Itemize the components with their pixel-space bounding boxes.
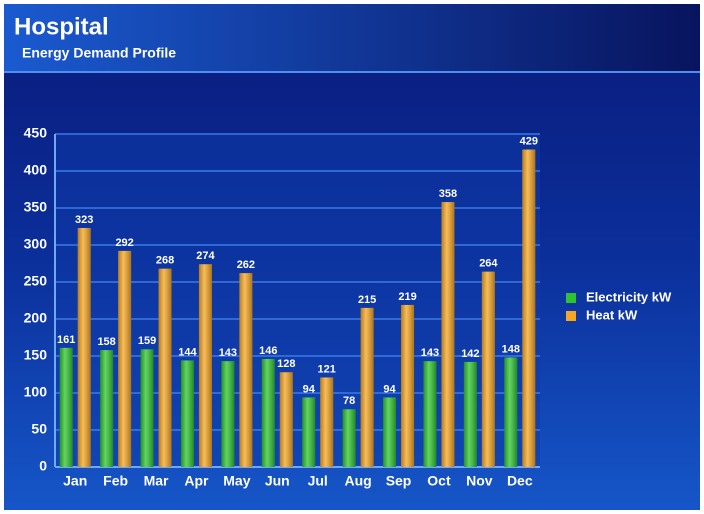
y-tick-label: 0 — [39, 458, 47, 474]
bar-shine — [279, 372, 293, 467]
bar-shine — [158, 268, 172, 467]
x-tick-label: Jan — [63, 473, 87, 489]
value-label: 219 — [398, 291, 416, 303]
x-tick-label: Feb — [103, 473, 128, 489]
bar-shine — [522, 149, 536, 468]
value-label: 94 — [303, 383, 316, 395]
value-label: 159 — [138, 335, 156, 347]
y-tick-label: 350 — [24, 199, 48, 215]
value-label: 121 — [318, 363, 336, 375]
bar-shine — [463, 361, 477, 467]
value-label: 292 — [115, 237, 133, 249]
bar-shine — [180, 360, 194, 467]
value-label: 161 — [57, 334, 75, 346]
x-tick-label: Aug — [345, 473, 372, 489]
value-label: 148 — [502, 343, 520, 355]
bar-shine — [118, 250, 132, 467]
x-tick-label: Apr — [184, 473, 209, 489]
chart-subtitle: Energy Demand Profile — [22, 45, 176, 61]
y-tick-label: 150 — [24, 347, 48, 363]
bar-shine — [59, 347, 73, 467]
x-tick-label: Jun — [265, 473, 290, 489]
legend-swatch — [566, 311, 576, 321]
value-label: 323 — [75, 214, 93, 226]
bar-shine — [423, 361, 437, 467]
y-tick-label: 250 — [24, 273, 48, 289]
value-label: 215 — [358, 294, 376, 306]
header — [4, 4, 700, 72]
value-label: 128 — [277, 358, 295, 370]
bar-shine — [140, 349, 154, 467]
value-label: 358 — [439, 188, 457, 200]
value-label: 158 — [97, 336, 115, 348]
value-label: 429 — [520, 135, 538, 147]
value-label: 143 — [219, 347, 237, 359]
y-tick-label: 400 — [24, 162, 48, 178]
legend-label: Electricity kW — [586, 289, 672, 304]
value-label: 142 — [461, 348, 479, 360]
bar-shine — [302, 397, 316, 467]
bar-shine — [441, 202, 455, 467]
legend-swatch — [566, 293, 576, 303]
value-label: 146 — [259, 345, 277, 357]
x-tick-label: Nov — [466, 473, 493, 489]
value-label: 94 — [383, 383, 396, 395]
legend-label: Heat kW — [586, 307, 638, 322]
bar-shine — [360, 307, 374, 467]
bar-shine — [261, 358, 275, 467]
y-tick-label: 100 — [24, 384, 48, 400]
bar-shine — [504, 357, 518, 467]
value-label: 144 — [178, 346, 197, 358]
bar-shine — [383, 397, 397, 467]
bar-shine — [221, 361, 235, 467]
plot-area — [55, 134, 540, 467]
x-tick-label: Dec — [507, 473, 533, 489]
bar-shine — [77, 227, 91, 467]
x-tick-label: May — [223, 473, 250, 489]
x-tick-label: Oct — [427, 473, 451, 489]
bar-shine — [239, 273, 253, 467]
bar-shine — [320, 377, 334, 467]
bar-shine — [198, 264, 212, 467]
value-label: 143 — [421, 347, 439, 359]
bar-shine — [100, 350, 114, 467]
y-tick-label: 50 — [31, 421, 47, 437]
value-label: 264 — [479, 258, 498, 270]
value-label: 262 — [237, 259, 255, 271]
value-label: 268 — [156, 255, 174, 267]
x-tick-label: Sep — [386, 473, 412, 489]
value-label: 78 — [343, 395, 355, 407]
y-tick-label: 300 — [24, 236, 48, 252]
bar-shine — [342, 409, 356, 467]
y-tick-label: 200 — [24, 310, 48, 326]
y-tick-label: 450 — [24, 125, 48, 141]
x-tick-label: Jul — [308, 473, 328, 489]
bar-shine — [481, 271, 495, 467]
x-tick-label: Mar — [144, 473, 169, 489]
bar-shine — [401, 304, 415, 467]
chart-title: Hospital — [14, 13, 109, 40]
value-label: 274 — [196, 250, 215, 262]
